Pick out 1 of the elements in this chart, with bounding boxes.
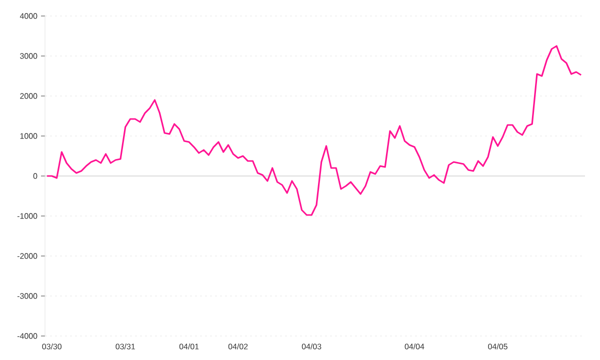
line-series (46, 45, 582, 216)
